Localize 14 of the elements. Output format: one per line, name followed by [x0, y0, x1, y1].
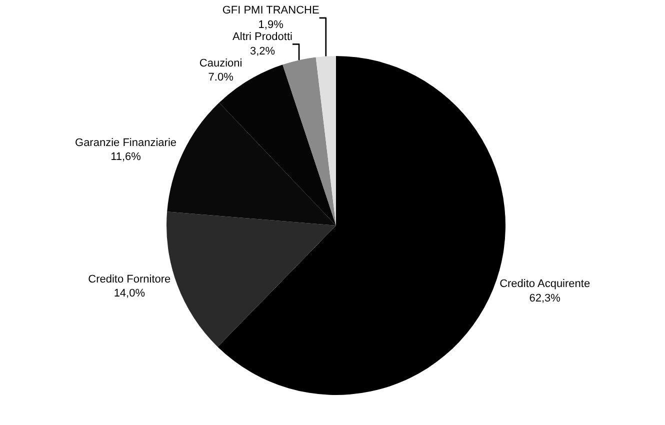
- slice-label: Cauzioni: [199, 57, 242, 70]
- data-label: 3,2%: [250, 45, 276, 58]
- slice-label: Credito Fornitore: [88, 273, 171, 286]
- data-label: 14,0%: [114, 288, 146, 300]
- pie-slice: [282, 57, 336, 226]
- slice-label: Garanzie Finanziarie: [75, 136, 177, 149]
- data-label: 7.0%: [208, 72, 234, 84]
- slice-label: Credito Acquirente: [500, 278, 590, 290]
- data-label: 11,6%: [110, 151, 142, 164]
- slice-label: GFI PMI TRANCHE: [222, 4, 320, 17]
- slice-label: Altri Prodotti: [232, 31, 292, 44]
- data-label: 62,3%: [529, 292, 561, 304]
- pie-slice: [316, 56, 336, 226]
- data-label: 1,9%: [258, 19, 284, 32]
